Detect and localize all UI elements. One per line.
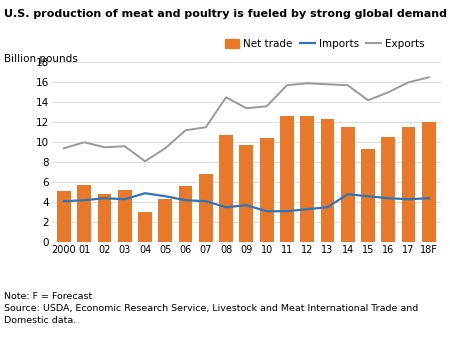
Text: Billion pounds: Billion pounds bbox=[4, 54, 78, 64]
Bar bbox=[77, 185, 91, 242]
Bar bbox=[239, 145, 253, 242]
Bar bbox=[118, 190, 132, 242]
Bar bbox=[402, 127, 415, 242]
Bar bbox=[361, 149, 375, 242]
Bar bbox=[179, 186, 193, 242]
Bar bbox=[199, 174, 213, 242]
Bar bbox=[158, 199, 172, 242]
Legend: Net trade, Imports, Exports: Net trade, Imports, Exports bbox=[220, 35, 429, 53]
Text: U.S. production of meat and poultry is fueled by strong global demand: U.S. production of meat and poultry is f… bbox=[4, 9, 447, 19]
Bar bbox=[280, 116, 294, 242]
Bar bbox=[382, 137, 395, 242]
Bar bbox=[98, 194, 111, 242]
Bar bbox=[341, 127, 355, 242]
Bar bbox=[300, 116, 314, 242]
Bar bbox=[57, 191, 71, 242]
Bar bbox=[219, 135, 233, 242]
Bar bbox=[422, 122, 436, 242]
Text: Note: F = Forecast
Source: USDA, Economic Research Service, Livestock and Meat I: Note: F = Forecast Source: USDA, Economi… bbox=[4, 292, 419, 325]
Bar bbox=[260, 138, 274, 242]
Bar bbox=[138, 212, 152, 242]
Bar bbox=[320, 119, 334, 242]
